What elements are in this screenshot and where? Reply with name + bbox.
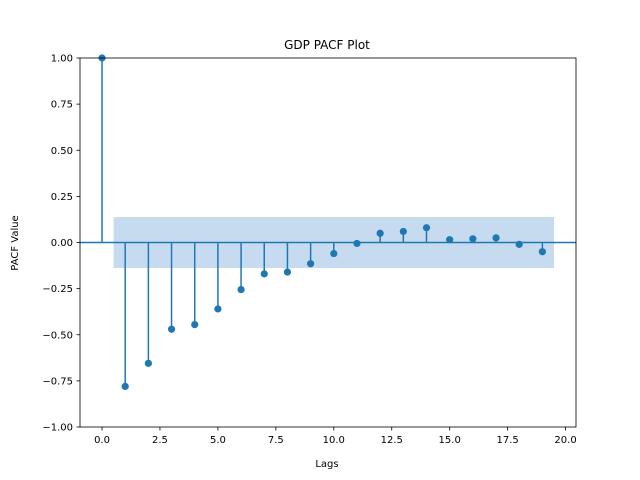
x-tick-label: 2.5	[152, 435, 168, 446]
x-tick-label: 17.5	[496, 435, 518, 446]
stem-marker	[376, 229, 384, 237]
y-tick-label: 0.00	[51, 238, 73, 249]
stem-marker	[214, 305, 222, 313]
y-tick-label: −0.75	[42, 376, 73, 387]
stem-marker	[492, 234, 500, 242]
y-axis-label: PACF Value	[10, 215, 21, 270]
y-tick-label: 0.25	[51, 192, 73, 203]
stem-marker	[399, 227, 407, 236]
y-tick-label: 1.00	[51, 54, 73, 65]
stem-marker	[237, 285, 245, 294]
x-tick-label: 12.5	[381, 435, 403, 446]
x-tick-label: 15.0	[439, 435, 461, 446]
y-tick-label: 0.50	[51, 146, 73, 157]
stem-marker	[330, 249, 338, 258]
x-tick-label: 10.0	[323, 435, 345, 446]
stem-marker	[144, 359, 152, 367]
stem-marker	[121, 382, 129, 391]
stem-marker	[422, 224, 431, 232]
y-tick-label: −0.50	[42, 330, 73, 341]
stem-marker	[283, 268, 292, 276]
stem-marker	[446, 236, 454, 244]
x-axis-label: Lags	[315, 459, 338, 470]
x-tick-label: 7.5	[268, 435, 284, 446]
axes-layer: 0.0 2.5 5.0 7.5 10.0 12.5 15.0 17.5 20.0 −1.00 −0.…	[42, 54, 576, 446]
stem-marker	[353, 239, 361, 248]
y-tick-label: −1.00	[42, 423, 73, 434]
stem-layer	[80, 54, 576, 391]
stem-marker	[260, 270, 268, 278]
stem-marker	[469, 235, 477, 243]
y-tick-label: −0.25	[42, 284, 73, 295]
stem-marker	[538, 248, 546, 256]
stem-marker	[191, 321, 199, 329]
y-tick-label: 0.75	[51, 100, 73, 111]
chart-title: GDP PACF Plot	[284, 38, 370, 52]
stem-marker	[307, 260, 315, 268]
x-tick-label: 20.0	[554, 435, 576, 446]
x-tick-label: 0.0	[94, 435, 110, 446]
stem-marker	[167, 325, 176, 333]
x-tick-label: 5.0	[210, 435, 226, 446]
